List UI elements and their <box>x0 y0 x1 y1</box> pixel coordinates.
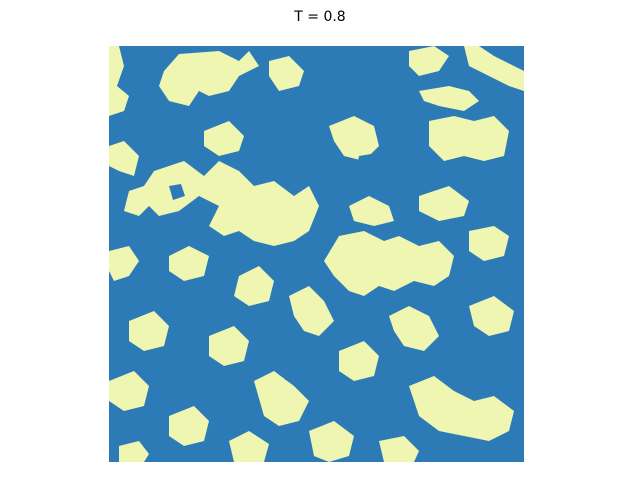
spin-up-islands <box>169 154 377 380</box>
spin-down-domains <box>109 46 524 462</box>
figure-title: T = 0.8 <box>294 9 346 25</box>
spin-lattice-image <box>109 46 524 462</box>
